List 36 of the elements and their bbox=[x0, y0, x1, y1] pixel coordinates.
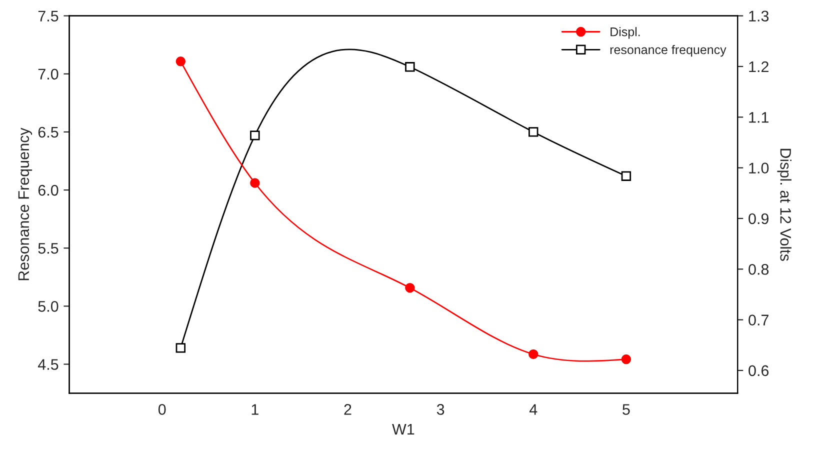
point bbox=[621, 354, 632, 364]
legend-label: Displ. bbox=[610, 27, 640, 39]
point bbox=[528, 127, 538, 137]
y-tick-label: 4.5 bbox=[38, 359, 58, 370]
point bbox=[621, 171, 632, 181]
y2-tick-label: 1.0 bbox=[749, 162, 769, 174]
x-tick-label: 3 bbox=[436, 404, 444, 415]
point bbox=[405, 283, 415, 293]
y2-tick-label: 0.9 bbox=[748, 213, 769, 224]
x-tick-label: 1 bbox=[252, 404, 258, 415]
x-tick-label: 0 bbox=[158, 404, 166, 415]
y-tick-label: 6.0 bbox=[38, 184, 58, 196]
x-axis-title: W1 bbox=[392, 424, 414, 435]
y-tick-label: 7.5 bbox=[38, 10, 58, 22]
x-tick-label: 4 bbox=[529, 404, 538, 415]
y2-axis-title: Displ. at 12 Volts bbox=[777, 148, 792, 261]
y2-tick-label: 1.1 bbox=[749, 112, 768, 123]
y2-tick-label: 0.8 bbox=[748, 264, 769, 275]
y-tick-label: 5.5 bbox=[38, 243, 58, 254]
point bbox=[250, 130, 260, 140]
y2-tick-label: 0.6 bbox=[748, 365, 769, 376]
x-tick-label: 2 bbox=[344, 404, 352, 415]
y-tick-label: 6.5 bbox=[38, 126, 58, 138]
point bbox=[176, 343, 186, 353]
point bbox=[405, 62, 415, 72]
point bbox=[250, 178, 260, 188]
y2-tick-label: 1.2 bbox=[749, 61, 768, 72]
y2-tick-label: 0.7 bbox=[748, 314, 768, 326]
point bbox=[176, 56, 186, 66]
y-tick-label: 7.0 bbox=[38, 68, 58, 80]
y2-tick-label: 1.3 bbox=[749, 10, 769, 22]
point bbox=[528, 349, 538, 360]
legend-label: resonance frequency bbox=[610, 44, 726, 57]
y-axis-title: Resonance Frequency bbox=[18, 128, 32, 280]
x-tick-label: 5 bbox=[622, 404, 630, 415]
y-tick-label: 5.0 bbox=[38, 301, 58, 312]
